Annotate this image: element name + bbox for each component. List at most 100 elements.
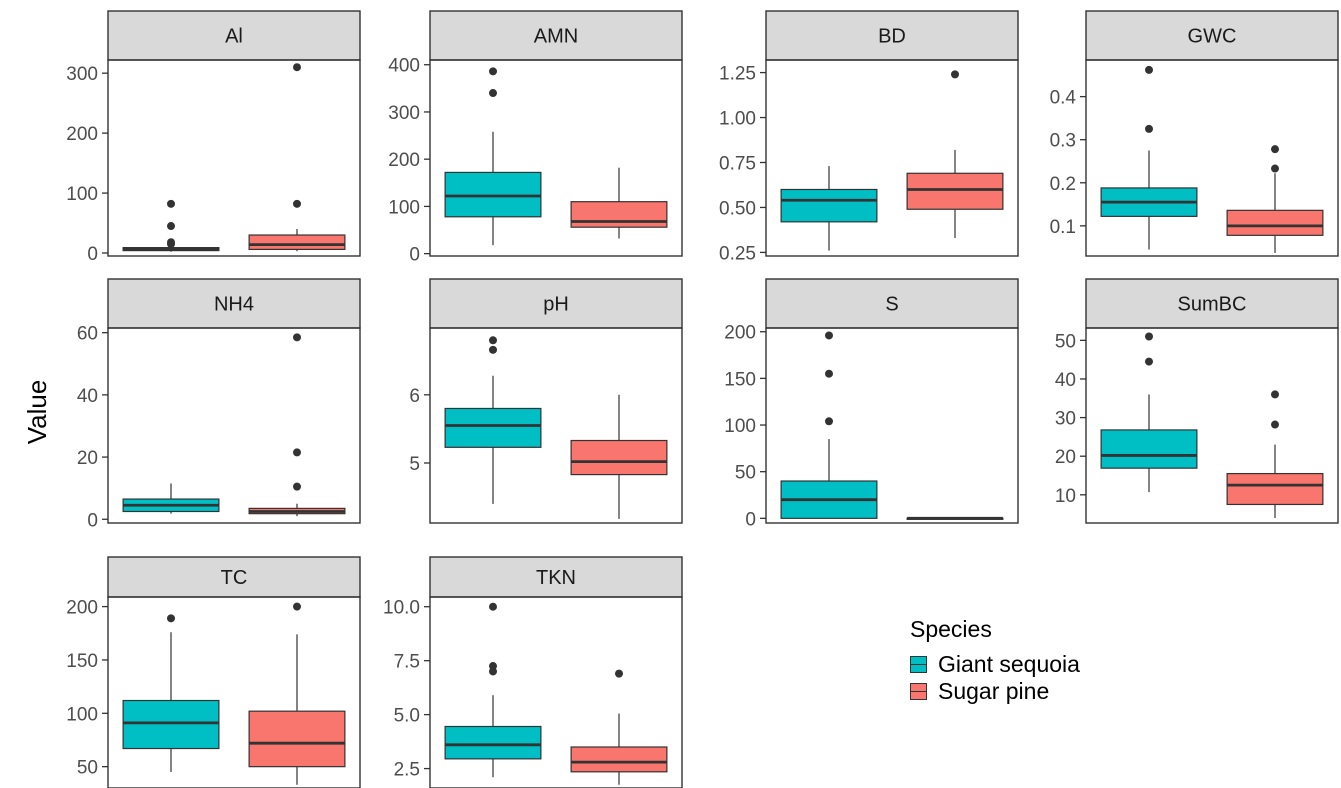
outlier-giant-sequoia [1145,124,1153,133]
outlier-giant-sequoia [167,614,175,623]
box-giant-sequoia [444,171,542,218]
panel-border [429,59,683,257]
y-tick-label: 5 [409,454,420,475]
y-tick-label: 0 [745,509,756,530]
panel-sumbc: SumBC 10 20 30 40 50 [1055,278,1339,524]
outlier-giant-sequoia [167,222,175,231]
legend-label-sugar-pine: Sugar pine [938,678,1050,704]
strip-label-sumbc: SumBC [1178,294,1247,316]
panel-border [107,596,361,788]
y-tick-label: 5.0 [394,706,420,727]
legend-item-sugar-pine: Sugar pine [910,678,1080,705]
panel-border [429,327,683,524]
y-tick-label: 150 [66,651,98,672]
outlier-sugar-pine [1271,145,1279,154]
panel-border [765,327,1019,524]
outlier-giant-sequoia [825,331,833,340]
outlier-sugar-pine [293,448,301,457]
outlier-giant-sequoia [1145,332,1153,341]
y-tick-label: 150 [724,369,756,390]
y-tick-label: 0.50 [719,198,756,219]
strip-bd [765,10,1019,61]
outlier-sugar-pine [1271,164,1279,173]
y-tick-label: 1.00 [719,109,756,130]
y-tick-label: 40 [77,386,98,407]
y-tick-label: 10.0 [383,598,420,619]
y-tick-label: 0 [409,245,420,266]
strip-tkn [429,556,683,598]
box-giant-sequoia [780,188,878,223]
legend-key-giant-sequoia [910,656,927,673]
y-tick-label: 0 [87,244,98,265]
y-tick-label: 0.3 [1050,131,1076,152]
box-sugar-pine [248,710,346,768]
y-tick-label: 200 [66,598,98,619]
box-sugar-pine [906,172,1004,210]
panel-ph: pH 5 6 [409,278,683,524]
panel-amn: AMN 0 100 200 300 400 [388,10,683,266]
outlier-giant-sequoia [1145,357,1153,366]
panel-border [107,59,361,257]
box-sugar-pine [570,746,668,773]
strip-gwc [1085,10,1339,61]
y-axis-label: Value [22,380,52,445]
y-tick-label: 300 [388,103,420,124]
outlier-giant-sequoia [489,602,497,611]
box-giant-sequoia [1100,429,1198,469]
y-tick-label: 100 [724,416,756,437]
strip-al [107,10,361,61]
y-tick-label: 100 [66,184,98,205]
legend-item-giant-sequoia: Giant sequoia [910,651,1080,678]
y-tick-label: 50 [735,463,756,484]
outlier-sugar-pine [1271,420,1279,429]
outlier-sugar-pine [615,669,623,678]
box-sugar-pine [248,234,346,251]
y-tick-label: 2.5 [394,760,420,781]
box-sugar-pine [1226,209,1324,236]
y-tick-label: 0.2 [1050,174,1076,195]
outlier-giant-sequoia [825,369,833,378]
outlier-sugar-pine [293,63,301,72]
outlier-giant-sequoia [1145,65,1153,74]
box-sugar-pine [570,439,668,476]
strip-nh4 [107,278,361,329]
outlier-sugar-pine [951,70,959,79]
y-tick-label: 0.75 [719,153,756,174]
y-tick-label: 20 [77,448,98,469]
y-tick-label: 0.4 [1050,88,1077,109]
y-tick-label: 0 [87,510,98,531]
y-tick-label: 100 [388,197,420,218]
outlier-sugar-pine [293,199,301,208]
y-tick-label: 6 [409,386,420,407]
panel-nh4: NH4 0 20 40 60 [77,278,361,531]
panel-bd: BD 0.25 0.50 0.75 1.00 1.25 [719,10,1019,264]
y-tick-label: 30 [1055,409,1076,430]
box-sugar-pine [1226,472,1324,506]
y-tick-label: 400 [388,56,420,77]
strip-label-bd: BD [878,26,906,48]
panel-border [765,59,1019,257]
panel-border [1085,327,1339,524]
outlier-giant-sequoia [825,417,833,426]
outlier-giant-sequoia [489,336,497,345]
box-giant-sequoia [122,699,220,750]
strip-tc [107,556,361,598]
y-tick-label: 40 [1055,370,1076,391]
box-giant-sequoia [444,725,542,760]
y-tick-label: 7.5 [394,652,420,673]
panel-border [429,596,683,788]
box-sugar-pine [570,201,668,228]
strip-ph [429,278,683,329]
y-tick-label: 60 [77,324,98,345]
y-tick-label: 200 [724,323,756,344]
outlier-sugar-pine [293,482,301,491]
outlier-sugar-pine [293,602,301,611]
panel-s: S 0 50 100 150 200 [724,278,1019,530]
panel-background [108,328,360,523]
panel-border [1085,59,1339,257]
strip-label-amn: AMN [534,26,578,48]
y-tick-label: 20 [1055,447,1076,468]
y-tick-label: 300 [66,64,98,85]
y-tick-label: 0.25 [719,243,756,264]
